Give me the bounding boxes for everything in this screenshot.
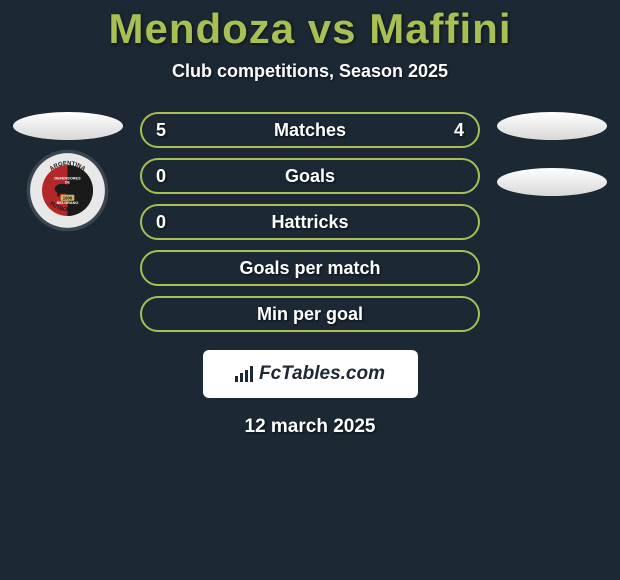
svg-text:BELGRANO: BELGRANO [57, 201, 79, 205]
right-oval-1 [497, 112, 607, 140]
stat-row-goals-per-match: Goals per match [140, 250, 480, 286]
stat-label: Min per goal [257, 304, 363, 325]
right-column [492, 112, 607, 332]
svg-text:1906: 1906 [63, 195, 73, 200]
stat-value-left: 5 [156, 120, 166, 141]
comparison-layout: ARGENTINA FUTBOL CLUB DEFENSORES DE BELG… [0, 112, 620, 332]
stat-row-min-per-goal: Min per goal [140, 296, 480, 332]
stat-label: Hattricks [271, 212, 348, 233]
stat-value-right: 4 [454, 120, 464, 141]
svg-text:DE: DE [65, 181, 70, 185]
stat-row-matches: 5 Matches 4 [140, 112, 480, 148]
footer-logo-text: FcTables.com [259, 363, 385, 385]
svg-text:DEFENSORES: DEFENSORES [54, 176, 81, 180]
main-container: Mendoza vs Maffini Club competitions, Se… [0, 0, 620, 438]
footer-logo-box[interactable]: FcTables.com [203, 350, 418, 398]
stat-row-hattricks: 0 Hattricks [140, 204, 480, 240]
left-column: ARGENTINA FUTBOL CLUB DEFENSORES DE BELG… [13, 112, 128, 332]
stat-label: Matches [274, 120, 346, 141]
stat-value-left: 0 [156, 166, 166, 187]
stat-value-left: 0 [156, 212, 166, 233]
chart-bars-icon [235, 366, 255, 382]
stat-label: Goals [285, 166, 335, 187]
stat-label: Goals per match [239, 258, 380, 279]
stat-row-goals: 0 Goals [140, 158, 480, 194]
subtitle: Club competitions, Season 2025 [0, 61, 620, 82]
team-crest-left: ARGENTINA FUTBOL CLUB DEFENSORES DE BELG… [25, 148, 110, 233]
page-title: Mendoza vs Maffini [0, 5, 620, 53]
left-oval-1 [13, 112, 123, 140]
right-oval-2 [497, 168, 607, 196]
date-text: 12 march 2025 [0, 416, 620, 438]
stats-bars: 5 Matches 4 0 Goals 0 Hattricks Goals pe… [140, 112, 480, 332]
